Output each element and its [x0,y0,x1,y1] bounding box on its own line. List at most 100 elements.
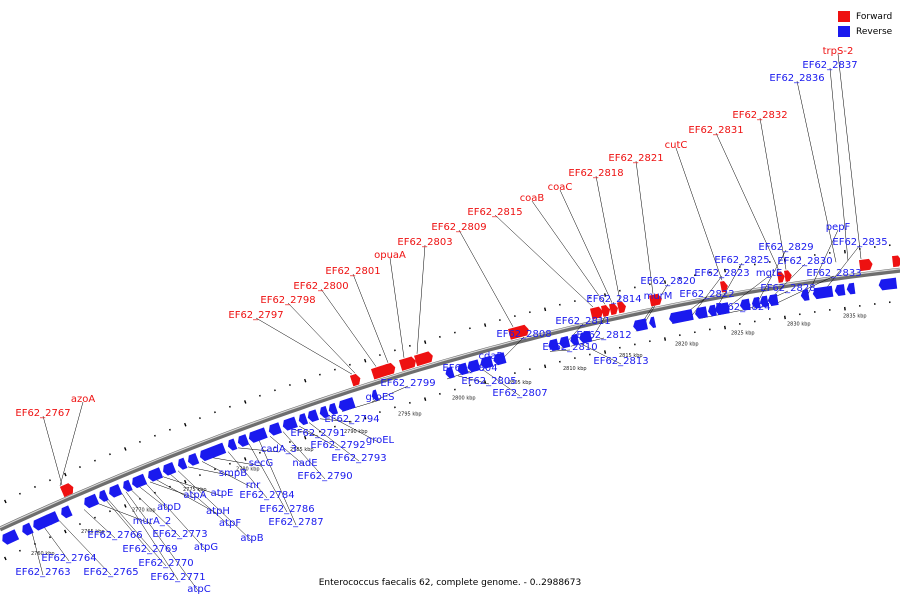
gene-features[interactable] [0,255,900,546]
gene-rev-226[interactable] [226,438,238,452]
gene-ef62-2809[interactable] [508,324,530,340]
tick-dot [619,289,621,292]
tick-dot [109,453,111,456]
tick-dot [108,510,111,513]
gene-rev-327[interactable] [327,402,339,416]
gene-cutc[interactable] [720,280,729,293]
gene-rev-466[interactable] [466,359,481,373]
leader-ef62-2791 [290,428,319,437]
reverse-swatch [838,26,850,37]
tick-dot [288,441,291,444]
gene-rev-337[interactable] [337,397,356,412]
gene-rev-800[interactable] [800,289,810,301]
gene-rev-846[interactable] [846,282,856,295]
leader-ef62-2815 [494,214,594,308]
gene-rev-370[interactable] [370,389,380,402]
label-ef62-2794: EF62_2794 [324,414,379,425]
label-ef62-2798: EF62_2798 [260,295,315,306]
gene-rev-306[interactable] [306,409,320,423]
gene-rev-456[interactable] [456,362,469,376]
tick-dot [334,368,336,371]
gene-rev-569[interactable] [569,333,580,347]
gene-edge-forward[interactable] [891,255,900,268]
leader-ef62-2767 [42,415,63,486]
gene-rev-297[interactable] [297,413,309,426]
tick-dot [199,474,201,477]
gene-rev-0[interactable] [0,529,20,546]
tick-dot [604,293,607,297]
gene-rev-648[interactable] [648,316,657,329]
gene-rev-751[interactable] [751,296,761,309]
tick-dot [34,485,36,488]
gene-rev-834[interactable] [834,284,846,296]
tick-dot [123,447,127,451]
tick-dot [273,389,276,392]
gene-rev-694[interactable] [694,306,708,319]
gene-rev-668[interactable] [668,308,694,325]
gene-rev-236[interactable] [236,434,250,448]
gene-rev-97[interactable] [97,489,109,503]
tick-dot [49,479,51,482]
gene-rev-44[interactable] [44,511,60,526]
tick-dot [393,349,396,352]
gene-coab[interactable] [600,304,611,317]
gene-rev-281[interactable] [281,416,298,432]
gene-rev-247[interactable] [247,427,268,444]
gene-rev-82[interactable] [82,493,100,510]
gene-trps-2[interactable] [858,258,873,272]
gene-ef62-2831[interactable] [776,271,786,283]
tick-dot [139,497,141,500]
gene-rev-492[interactable] [492,352,507,366]
gene-rev-558[interactable] [558,335,571,349]
gene-rev-198[interactable] [198,442,227,463]
gene-rev-632[interactable] [632,318,649,332]
tick-dot [439,392,441,395]
gene-rev-186[interactable] [186,452,200,467]
tick-dot [273,446,276,449]
leader-ef62-2800 [320,288,377,367]
gene-ef62-2801[interactable] [385,362,397,376]
leader-opuaa [389,257,405,358]
tick-dot [409,401,411,404]
gene-rev-161[interactable] [161,462,177,477]
gene-ef62-2803[interactable] [414,351,434,367]
tick-dot [559,303,561,306]
gene-rev-107[interactable] [107,484,123,499]
gene-rev-20[interactable] [20,522,34,537]
tick-dot [499,376,501,379]
gene-rev-59[interactable] [59,505,73,519]
gene-rev-318[interactable] [318,405,330,419]
gene-rev-578[interactable] [578,330,593,344]
gene-ef62-2821[interactable] [649,293,663,307]
gene-rev-444[interactable] [444,366,455,380]
gene-rev-707[interactable] [707,304,717,317]
tick-dot [873,303,876,305]
gene-rev-267[interactable] [267,422,282,436]
gene-ef62-2815[interactable] [590,306,604,320]
gene-ef62-2818[interactable] [616,301,627,314]
gene-rev-121[interactable] [121,479,133,493]
gene-rev-714[interactable] [714,302,730,316]
gene-rev-547[interactable] [547,338,560,352]
gene-rev-767[interactable] [767,293,779,306]
gene-rev-176[interactable] [176,457,188,471]
gene-rev-812[interactable] [812,285,834,300]
gene-rev-739[interactable] [739,298,751,312]
tick-dot [349,363,351,366]
gene-rev-146[interactable] [146,467,164,482]
gene-coac[interactable] [608,303,619,316]
gene-ef62-2798[interactable] [350,373,362,387]
gene-ef62-2832[interactable] [783,270,793,282]
gene-rev-479[interactable] [479,355,494,370]
gene-ef62-2767[interactable] [60,482,75,497]
leader-ef62-2829 [753,249,787,309]
leader-ef62-2770 [107,499,167,567]
gene-rev-130[interactable] [130,473,148,490]
gene-opuaa[interactable] [399,356,418,371]
label-atph: atpH [206,506,230,517]
tick-dot [184,479,187,484]
gene-rev-878[interactable] [878,277,898,291]
label-ef62-2831: EF62_2831 [688,125,743,136]
gene-rev-759[interactable] [759,295,769,308]
